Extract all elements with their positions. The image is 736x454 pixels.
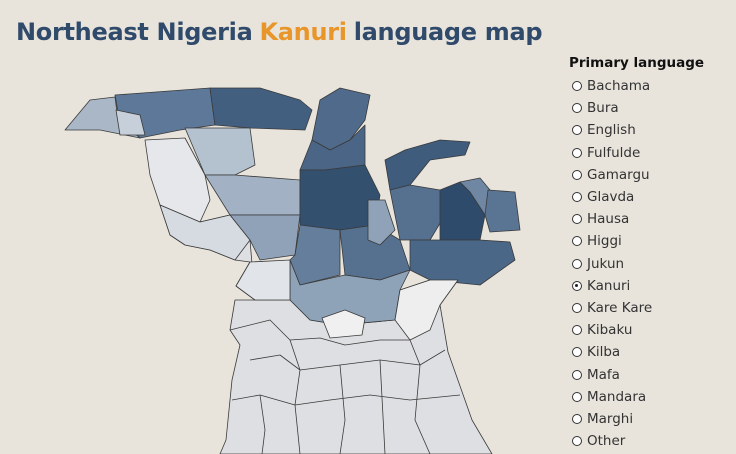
region bbox=[115, 109, 146, 136]
region-border bbox=[229, 319, 461, 454]
region bbox=[209, 87, 313, 131]
option-label[interactable]: Jukun bbox=[587, 255, 625, 272]
radio-button[interactable] bbox=[572, 169, 582, 180]
option-label[interactable]: Kanuri bbox=[587, 277, 631, 294]
radio-option[interactable]: Kibaku bbox=[569, 319, 704, 341]
title-highlight: Kanuri bbox=[259, 18, 347, 46]
radio-option[interactable]: Mafa bbox=[569, 363, 704, 385]
region bbox=[384, 139, 471, 191]
radio-button[interactable] bbox=[572, 325, 582, 336]
option-label[interactable]: Fulfulde bbox=[587, 144, 641, 161]
option-label[interactable]: Kare Kare bbox=[587, 299, 653, 316]
radio-button[interactable] bbox=[572, 347, 582, 358]
region bbox=[389, 184, 446, 241]
region bbox=[235, 259, 291, 301]
title-end: language map bbox=[353, 18, 543, 46]
radio-option[interactable]: Kilba bbox=[569, 341, 704, 363]
radio-option[interactable]: Marghi bbox=[569, 408, 704, 430]
option-list: Bachama Bura English Fulfulde Gamargu Glavda H… bbox=[569, 75, 704, 452]
region bbox=[229, 214, 301, 261]
radio-button[interactable] bbox=[572, 81, 582, 92]
option-label[interactable]: Kibaku bbox=[587, 322, 633, 339]
option-label[interactable]: Marghi bbox=[587, 410, 634, 427]
radio-option[interactable]: English bbox=[569, 119, 704, 141]
region bbox=[159, 204, 251, 261]
title: Northeast Nigeria Kanuri language map bbox=[16, 18, 543, 46]
radio-option[interactable]: Jukun bbox=[569, 253, 704, 275]
region bbox=[184, 127, 256, 176]
region bbox=[367, 199, 396, 246]
legend: Primary language Bachama Bura English Fulfu… bbox=[569, 55, 704, 452]
radio-option[interactable]: Glavda bbox=[569, 186, 704, 208]
radio-option[interactable]: Other bbox=[569, 430, 704, 452]
option-label[interactable]: Bura bbox=[587, 100, 619, 117]
option-label[interactable]: Glavda bbox=[587, 189, 635, 206]
radio-option[interactable]: Fulfulde bbox=[569, 142, 704, 164]
radio-button[interactable] bbox=[572, 391, 582, 402]
radio-button[interactable] bbox=[572, 125, 582, 136]
radio-option[interactable]: Kanuri bbox=[569, 275, 704, 297]
region bbox=[484, 189, 521, 233]
radio-button[interactable] bbox=[572, 436, 582, 447]
region bbox=[204, 174, 301, 216]
radio-option[interactable]: Kare Kare bbox=[569, 297, 704, 319]
radio-button[interactable] bbox=[572, 236, 582, 247]
radio-option[interactable]: Gamargu bbox=[569, 164, 704, 186]
option-label[interactable]: Bachama bbox=[587, 78, 651, 95]
option-label[interactable]: Gamargu bbox=[587, 166, 650, 183]
region bbox=[321, 309, 366, 339]
radio-button[interactable] bbox=[572, 280, 582, 291]
option-label[interactable]: English bbox=[587, 122, 636, 139]
radio-option[interactable]: Higgi bbox=[569, 230, 704, 252]
legend-title: Primary language bbox=[569, 55, 705, 71]
radio-option[interactable]: Hausa bbox=[569, 208, 704, 230]
option-label[interactable]: Mandara bbox=[587, 388, 647, 405]
title-start: Northeast Nigeria bbox=[16, 18, 253, 46]
option-label[interactable]: Other bbox=[587, 433, 626, 450]
radio-option[interactable]: Bachama bbox=[569, 75, 704, 97]
map bbox=[64, 87, 521, 454]
radio-button[interactable] bbox=[572, 214, 582, 225]
radio-button[interactable] bbox=[572, 103, 582, 114]
region bbox=[144, 137, 211, 223]
radio-button[interactable] bbox=[572, 369, 582, 380]
radio-button[interactable] bbox=[572, 147, 582, 158]
radio-button[interactable] bbox=[572, 192, 582, 203]
region bbox=[394, 279, 459, 341]
region bbox=[409, 239, 516, 286]
option-label[interactable]: Higgi bbox=[587, 233, 622, 250]
radio-button[interactable] bbox=[572, 302, 582, 313]
radio-button[interactable] bbox=[572, 413, 582, 424]
radio-button[interactable] bbox=[572, 258, 582, 269]
radio-option[interactable]: Bura bbox=[569, 97, 704, 119]
option-label[interactable]: Mafa bbox=[587, 366, 620, 383]
option-label[interactable]: Kilba bbox=[587, 344, 621, 361]
radio-option[interactable]: Mandara bbox=[569, 386, 704, 408]
option-label[interactable]: Hausa bbox=[587, 211, 630, 228]
